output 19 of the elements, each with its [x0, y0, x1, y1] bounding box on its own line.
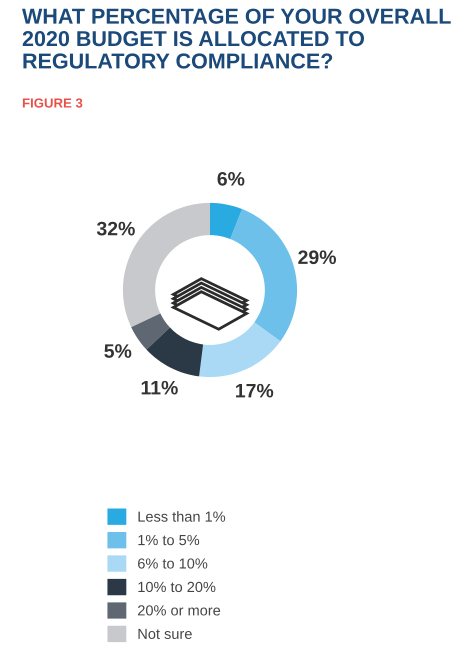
donut-slice: [230, 209, 298, 342]
legend-label: 1% to 5%: [138, 534, 200, 546]
donut-slice: [210, 202, 242, 239]
data-label: 5%: [104, 344, 132, 358]
donut-slice: [131, 313, 170, 350]
donut-slice: [199, 322, 280, 378]
legend-label: 10% to 20%: [138, 582, 216, 592]
data-label: 17%: [236, 384, 274, 398]
chart-title: WHAT PERCENTAGE OF YOUR OVERALL 2020 BUDGET IS ALLOCATED TO REGULATORY COMPLIANCE?: [22, 8, 451, 69]
data-label: 29%: [298, 250, 336, 264]
donut-slice: [146, 328, 204, 376]
legend-label: Less than 1%: [138, 511, 226, 522]
chart-subtitle: FIGURE 3: [22, 98, 82, 108]
legend-label: 20% or more: [138, 605, 220, 616]
data-label: 32%: [96, 222, 135, 236]
data-label: 6%: [218, 172, 244, 186]
legend-label: Not sure: [138, 628, 192, 639]
legend-label: 6% to 10%: [138, 558, 208, 569]
data-label: 11%: [142, 380, 178, 395]
